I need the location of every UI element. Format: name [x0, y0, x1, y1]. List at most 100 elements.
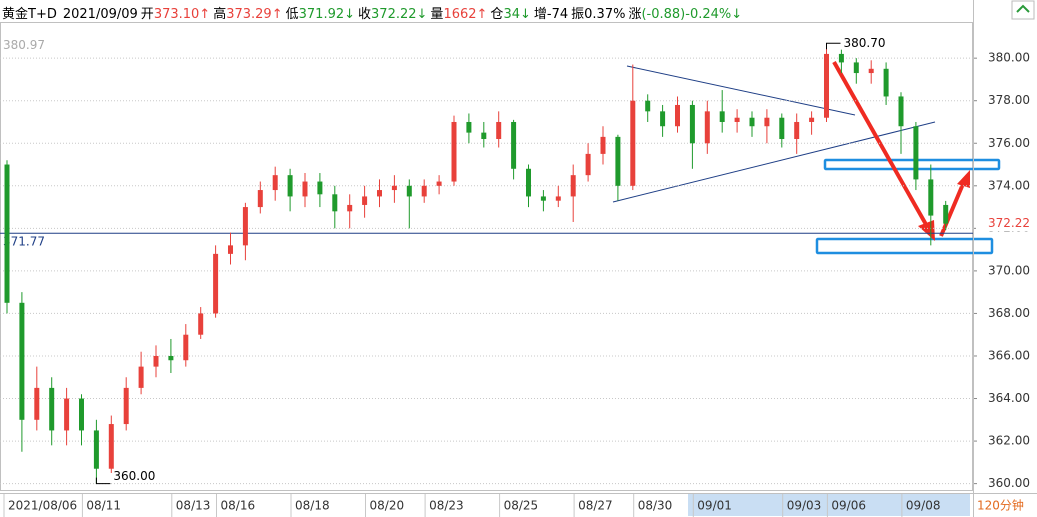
- quote-value: -74: [546, 7, 569, 22]
- quote-value: 372.22↓: [371, 7, 428, 22]
- reference-label: 371.77: [3, 235, 45, 249]
- candle-body: [824, 53, 829, 118]
- candle-body: [704, 111, 710, 144]
- candle-body: [287, 175, 293, 197]
- candle-body: [406, 185, 412, 197]
- quote-value: 1662↑: [443, 7, 488, 22]
- candle-body: [600, 136, 606, 154]
- candle-body: [809, 117, 815, 122]
- quote-label: 仓: [490, 7, 504, 22]
- candle-body: [660, 111, 666, 127]
- y-tick-label: 368.00: [988, 306, 1030, 320]
- candle-body: [496, 121, 502, 139]
- candle-body: [302, 181, 308, 197]
- candle-body: [362, 196, 368, 205]
- x-tick-label: 09/08: [906, 499, 941, 513]
- candles: [4, 43, 949, 484]
- quote-value: 2021/09/09: [62, 7, 138, 22]
- candle-body: [615, 136, 621, 186]
- candle-body: [511, 121, 517, 169]
- quote-value: 0.37%: [584, 7, 626, 22]
- candle-body: [838, 53, 844, 63]
- x-tick-label: 08/27: [578, 499, 613, 513]
- candle-body: [421, 185, 427, 197]
- candle-body: [451, 121, 457, 182]
- x-tick-label: 2021/08/06: [8, 499, 77, 513]
- zone-box: [815, 237, 994, 255]
- quote-label: 低: [285, 7, 299, 22]
- candle-body: [153, 355, 159, 367]
- quote-value: 373.10↑: [153, 7, 211, 22]
- axis-highlight: [688, 494, 970, 516]
- quote-header: 黄金T+D 2021/09/09 开373.10↑ 高373.29↑ 低371.92↓ 收…: [2, 3, 745, 22]
- candle-body: [719, 111, 725, 122]
- grid: [0, 57, 973, 485]
- candle-body: [794, 121, 800, 139]
- y-tick-label: 380.00: [988, 51, 1030, 65]
- candle-body: [734, 117, 740, 122]
- candle-body: [555, 196, 561, 201]
- quote-label: 黄金T+D: [2, 7, 57, 22]
- last-price-box: [976, 215, 1034, 232]
- candle-body: [332, 194, 338, 212]
- x-tick-label: 09/01: [697, 499, 732, 513]
- y-tick-label: 370.00: [988, 263, 1030, 277]
- y-tick-label: 362.00: [988, 434, 1030, 448]
- x-tick-label: 08/30: [638, 499, 673, 513]
- candle-body: [317, 181, 323, 195]
- candle-body: [198, 313, 204, 335]
- quote-label: 量: [430, 7, 444, 22]
- candle-body: [93, 430, 99, 469]
- candle-body: [138, 366, 144, 388]
- candle-body: [630, 100, 636, 186]
- candle-body: [570, 175, 576, 197]
- candle-body: [764, 117, 770, 127]
- candle-body: [242, 207, 248, 246]
- candle-body: [64, 398, 70, 431]
- candle-body: [108, 424, 114, 469]
- candle-body: [228, 245, 233, 254]
- quote-value: 373.29↑: [226, 7, 283, 22]
- candle-body: [749, 117, 755, 127]
- quote-label: 增: [533, 7, 547, 22]
- candle-body: [436, 181, 442, 186]
- y-tick-label: 378.00: [988, 93, 1030, 107]
- x-tick-label: 08/11: [86, 499, 121, 513]
- high-marker: [826, 42, 841, 50]
- candle-body: [928, 179, 934, 216]
- candle-body: [49, 387, 55, 431]
- candle-body: [585, 153, 591, 176]
- y-tick-label: 374.00: [988, 178, 1030, 192]
- x-tick-label: 08/25: [504, 499, 539, 513]
- collapse-button[interactable]: [1011, 0, 1035, 20]
- candle-body: [4, 164, 10, 303]
- quote-value: 371.92↓: [298, 7, 356, 22]
- quote-value: (-0.88)-0.24%↓: [641, 7, 743, 22]
- x-tick-label: 08/13: [176, 499, 211, 513]
- quote-value: 34↓: [503, 7, 531, 22]
- candle-body: [526, 168, 531, 197]
- quote-label: 振: [571, 7, 585, 22]
- arrow: [939, 183, 965, 237]
- candle-body: [34, 387, 40, 420]
- arrow: [832, 61, 930, 229]
- candle-body: [868, 68, 874, 74]
- candle-body: [183, 334, 189, 361]
- candle-body: [79, 398, 84, 431]
- candle-body: [19, 302, 25, 420]
- candle-body: [123, 387, 129, 425]
- last-price-label: 372.22: [988, 216, 1030, 230]
- candle-body: [943, 204, 949, 224]
- y-tick-label: 364.00: [988, 391, 1030, 405]
- zone-box: [823, 158, 1001, 171]
- x-tick-label: 09/03: [787, 499, 822, 513]
- x-tick-label: 08/23: [429, 499, 464, 513]
- low-marker: [95, 477, 111, 485]
- chevron-icon: [1016, 4, 1030, 13]
- candle-body: [481, 132, 487, 139]
- candle-body: [913, 126, 919, 180]
- candle-body: [779, 117, 785, 139]
- top-price-label: 380.97: [3, 38, 45, 52]
